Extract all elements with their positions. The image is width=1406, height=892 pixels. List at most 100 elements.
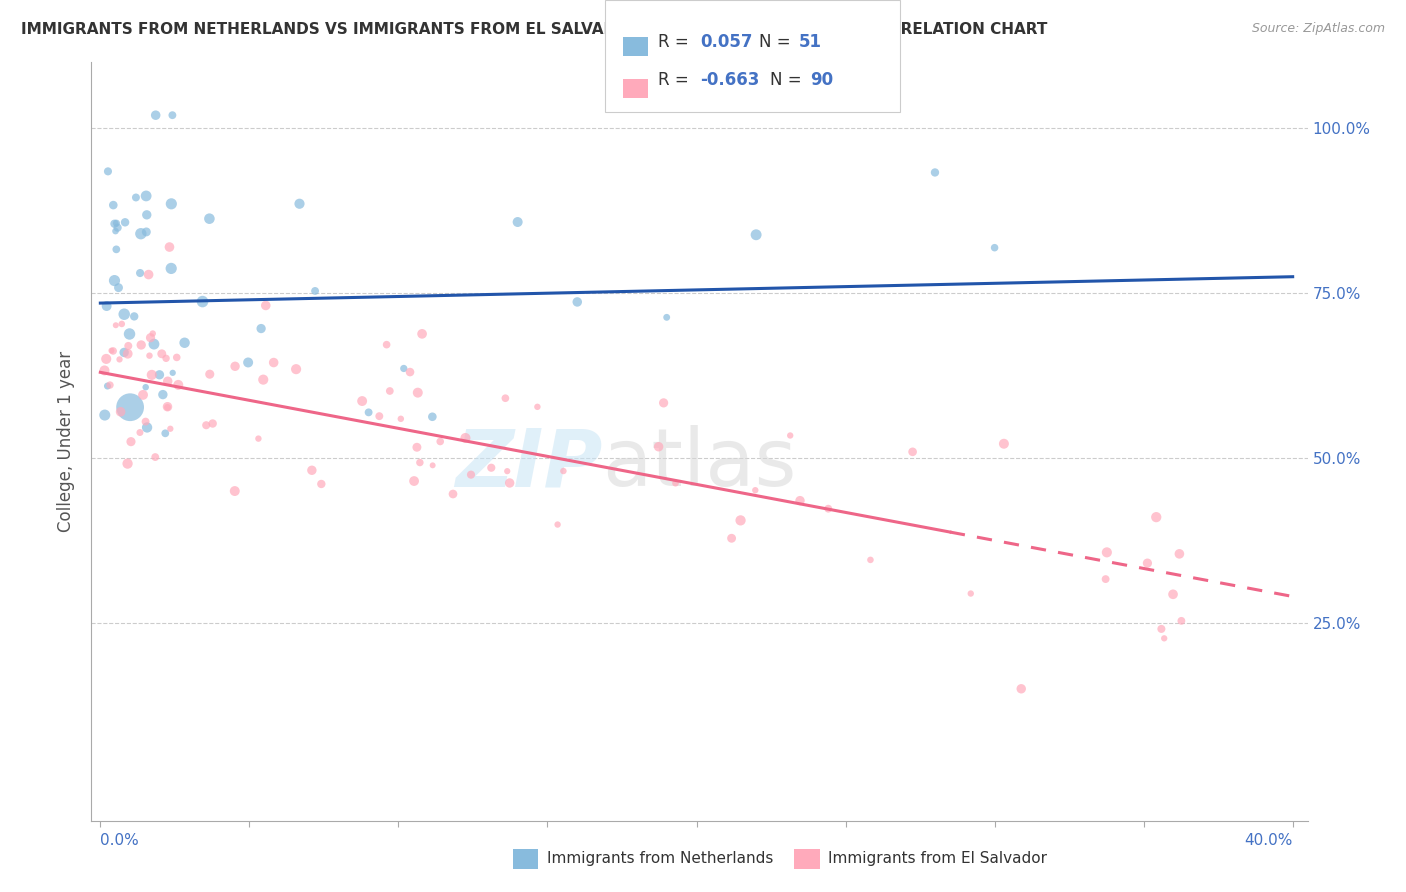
Point xyxy=(96,379,118,393)
Point xyxy=(422,458,444,473)
Point xyxy=(100,343,122,358)
Point xyxy=(263,355,285,369)
Text: -0.663: -0.663 xyxy=(700,71,759,89)
Point xyxy=(993,436,1015,450)
Point xyxy=(664,476,686,491)
Point xyxy=(139,331,162,345)
Point xyxy=(389,412,412,426)
Point xyxy=(110,405,132,419)
Point xyxy=(1094,572,1116,586)
Point xyxy=(150,347,173,361)
Point xyxy=(404,474,426,488)
Point xyxy=(156,374,179,388)
Point xyxy=(159,240,181,254)
Point xyxy=(132,388,155,402)
Point xyxy=(111,317,134,331)
Point xyxy=(553,464,575,478)
Point xyxy=(352,394,374,409)
Point xyxy=(96,351,118,366)
Point xyxy=(779,428,801,442)
Point xyxy=(129,266,152,280)
Point xyxy=(652,396,675,410)
Point xyxy=(160,261,183,276)
Point xyxy=(117,339,139,353)
Point xyxy=(285,362,308,376)
Point xyxy=(104,318,127,333)
Point xyxy=(94,408,117,422)
Point xyxy=(506,215,529,229)
Point xyxy=(1144,510,1167,524)
Point xyxy=(135,225,157,239)
Point xyxy=(1095,545,1118,559)
Point xyxy=(125,190,148,204)
Point xyxy=(101,343,124,358)
Point xyxy=(166,351,188,365)
Point xyxy=(167,377,190,392)
Point xyxy=(122,310,145,324)
Text: 40.0%: 40.0% xyxy=(1244,832,1292,847)
Point xyxy=(422,409,444,424)
Point xyxy=(162,366,184,380)
Point xyxy=(112,307,135,321)
Point xyxy=(143,337,166,351)
Point xyxy=(730,513,752,527)
Point xyxy=(789,493,811,508)
Text: Immigrants from Netherlands: Immigrants from Netherlands xyxy=(547,851,773,865)
Point xyxy=(924,165,946,179)
Point xyxy=(983,241,1005,255)
Point xyxy=(441,487,464,501)
Point xyxy=(301,463,323,477)
Point xyxy=(1170,614,1192,628)
Point xyxy=(103,217,125,231)
Point xyxy=(105,243,128,257)
Point xyxy=(129,338,152,352)
Point xyxy=(141,368,163,382)
Point xyxy=(142,326,165,341)
Point xyxy=(745,227,768,242)
Point xyxy=(198,211,221,226)
Point xyxy=(97,164,120,178)
Y-axis label: College, Under 1 year: College, Under 1 year xyxy=(58,351,76,533)
Point xyxy=(411,326,433,341)
Point xyxy=(191,294,214,309)
Point xyxy=(135,208,157,222)
Point xyxy=(494,391,516,405)
Text: R =: R = xyxy=(658,33,695,51)
Point xyxy=(901,445,924,459)
Point xyxy=(201,417,224,431)
Text: 51: 51 xyxy=(799,33,821,51)
Point xyxy=(152,387,174,401)
Point xyxy=(498,475,520,490)
Point xyxy=(655,310,678,325)
Point xyxy=(496,464,519,478)
Point xyxy=(720,531,742,545)
Point xyxy=(195,418,218,433)
Point xyxy=(117,347,139,361)
Point xyxy=(143,450,166,464)
Point xyxy=(93,363,115,377)
Text: 0.057: 0.057 xyxy=(700,33,752,51)
Point xyxy=(1136,556,1159,570)
Point xyxy=(198,368,221,382)
Point xyxy=(567,294,589,309)
Point xyxy=(817,501,839,516)
Point xyxy=(236,355,259,369)
Point xyxy=(1153,632,1175,646)
Point xyxy=(159,422,181,436)
Point xyxy=(460,467,482,482)
Point xyxy=(224,484,246,499)
Point xyxy=(118,326,141,341)
Text: Immigrants from El Salvador: Immigrants from El Salvador xyxy=(828,851,1047,865)
Point xyxy=(454,431,477,445)
Point xyxy=(304,284,326,298)
Point xyxy=(250,321,273,335)
Point xyxy=(252,373,274,387)
Text: atlas: atlas xyxy=(602,425,797,503)
Point xyxy=(107,280,129,294)
Point xyxy=(247,432,270,446)
Text: R =: R = xyxy=(658,71,695,89)
Point xyxy=(409,456,432,470)
Point xyxy=(406,385,429,400)
Point xyxy=(155,426,177,441)
Point xyxy=(129,227,152,241)
